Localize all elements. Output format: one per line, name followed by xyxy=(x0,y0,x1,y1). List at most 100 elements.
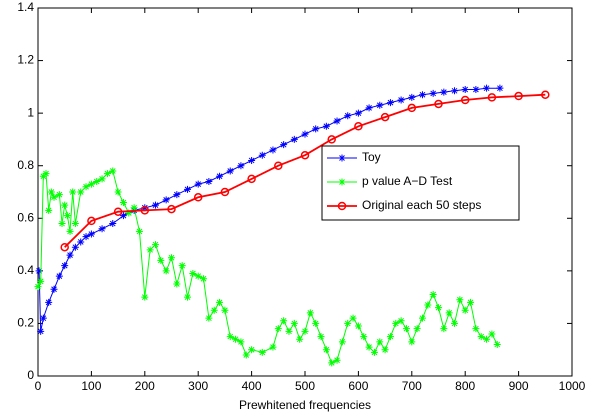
marker xyxy=(146,246,154,254)
x-tick-label: 500 xyxy=(295,379,315,393)
marker xyxy=(58,220,66,228)
marker xyxy=(34,283,42,291)
marker xyxy=(232,335,240,343)
marker xyxy=(130,204,138,212)
marker xyxy=(42,170,50,178)
marker xyxy=(386,99,394,107)
marker xyxy=(162,196,170,204)
marker xyxy=(328,359,336,367)
marker xyxy=(200,275,208,283)
marker xyxy=(47,188,55,196)
marker xyxy=(477,333,485,341)
x-tick-label: 1000 xyxy=(559,379,586,393)
marker xyxy=(408,93,416,101)
marker xyxy=(487,93,497,102)
x-tick-label: 600 xyxy=(348,379,368,393)
marker xyxy=(460,95,470,105)
marker xyxy=(408,338,416,346)
y-tick-label: 0.4 xyxy=(17,263,34,277)
marker xyxy=(61,201,69,209)
marker xyxy=(541,90,550,99)
marker xyxy=(493,340,501,348)
y-tick-label: 1 xyxy=(27,105,34,119)
marker xyxy=(461,85,469,93)
marker xyxy=(472,85,480,93)
marker xyxy=(140,206,150,215)
marker xyxy=(461,306,469,314)
x-tick-label: 200 xyxy=(135,379,155,393)
marker xyxy=(280,141,288,149)
marker xyxy=(141,204,149,212)
y-tick-label: 0.6 xyxy=(17,210,34,224)
x-tick-label: 900 xyxy=(509,379,529,393)
marker xyxy=(269,146,277,154)
marker xyxy=(424,301,432,309)
marker xyxy=(312,319,320,327)
marker xyxy=(274,325,282,333)
marker xyxy=(82,233,90,241)
marker xyxy=(285,327,293,335)
marker xyxy=(360,333,368,341)
marker xyxy=(168,254,175,262)
marker xyxy=(55,272,63,280)
marker xyxy=(317,333,325,341)
marker xyxy=(280,317,288,325)
marker xyxy=(429,291,437,299)
marker xyxy=(322,122,330,130)
marker xyxy=(157,256,165,264)
marker xyxy=(205,314,213,322)
marker xyxy=(50,193,58,201)
marker xyxy=(71,220,79,228)
y-tick-label: 0.8 xyxy=(17,158,34,172)
marker xyxy=(66,227,74,235)
series-line xyxy=(64,93,546,248)
marker xyxy=(354,122,363,131)
marker xyxy=(151,201,159,209)
marker xyxy=(242,351,250,359)
marker xyxy=(312,125,320,133)
marker xyxy=(119,212,127,220)
marker xyxy=(184,185,192,193)
x-tick-label: 100 xyxy=(81,379,101,393)
marker xyxy=(327,135,336,144)
marker xyxy=(306,309,314,317)
marker xyxy=(472,325,480,333)
marker xyxy=(66,251,74,259)
legend-label: Toy xyxy=(362,150,381,164)
marker xyxy=(173,191,181,199)
marker xyxy=(93,177,101,185)
marker xyxy=(496,84,504,92)
marker xyxy=(71,243,79,251)
marker xyxy=(37,327,45,335)
marker xyxy=(354,322,362,330)
marker xyxy=(456,296,464,304)
plot-frame xyxy=(37,7,573,377)
marker xyxy=(451,87,459,95)
marker xyxy=(162,267,170,275)
y-tick-label: 1.2 xyxy=(17,53,34,67)
x-axis-label: Prewhitened frequencies xyxy=(239,398,371,412)
marker xyxy=(445,309,453,317)
x-tick-label: 800 xyxy=(455,379,475,393)
marker xyxy=(109,167,117,175)
marker xyxy=(440,88,448,96)
legend-label: Original each 50 steps xyxy=(362,198,481,212)
marker xyxy=(226,333,234,341)
marker xyxy=(258,151,266,159)
marker xyxy=(440,325,448,333)
marker xyxy=(333,117,341,125)
x-tick-label: 700 xyxy=(402,379,422,393)
legend-marker xyxy=(338,178,346,186)
legend-marker xyxy=(337,201,347,211)
marker xyxy=(376,101,384,109)
marker xyxy=(488,330,496,338)
marker xyxy=(45,298,53,306)
marker xyxy=(189,269,197,277)
marker xyxy=(135,227,143,235)
marker xyxy=(194,272,202,280)
marker xyxy=(514,91,523,101)
legend-label: p value A−D Test xyxy=(362,174,453,188)
marker xyxy=(55,191,63,199)
marker xyxy=(300,150,310,160)
marker xyxy=(237,338,245,346)
